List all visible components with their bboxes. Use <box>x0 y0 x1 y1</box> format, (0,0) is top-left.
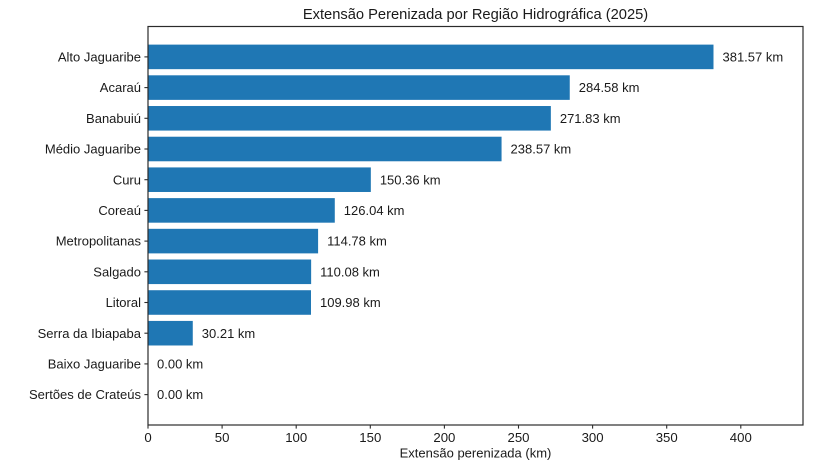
svg-text:Serra da Ibiapaba: Serra da Ibiapaba <box>38 326 142 341</box>
svg-text:Banabuiú: Banabuiú <box>86 111 141 126</box>
svg-text:109.98 km: 109.98 km <box>320 295 381 310</box>
svg-text:Extensão Perenizada por Região: Extensão Perenizada por Região Hidrográf… <box>303 7 648 23</box>
svg-text:114.78 km: 114.78 km <box>327 234 387 249</box>
svg-text:238.57 km: 238.57 km <box>511 142 572 157</box>
svg-text:Salgado: Salgado <box>93 264 141 279</box>
svg-text:Médio Jaguaribe: Médio Jaguaribe <box>45 142 141 157</box>
svg-text:126.04 km: 126.04 km <box>344 203 405 218</box>
svg-text:Acaraú: Acaraú <box>100 80 141 95</box>
svg-text:250: 250 <box>507 430 529 445</box>
svg-text:0: 0 <box>144 430 151 445</box>
svg-text:300: 300 <box>582 430 604 445</box>
svg-text:Alto Jaguaribe: Alto Jaguaribe <box>58 49 141 64</box>
svg-text:50: 50 <box>215 430 230 445</box>
svg-text:Metropolitanas: Metropolitanas <box>56 234 142 249</box>
svg-text:400: 400 <box>730 430 752 445</box>
svg-text:Coreaú: Coreaú <box>98 203 141 218</box>
svg-text:150.36 km: 150.36 km <box>380 172 441 187</box>
svg-text:Sertões de Crateús: Sertões de Crateús <box>29 387 142 402</box>
svg-text:0.00 km: 0.00 km <box>157 357 203 372</box>
svg-text:271.83 km: 271.83 km <box>560 111 621 126</box>
svg-text:350: 350 <box>656 430 678 445</box>
svg-text:381.57 km: 381.57 km <box>722 49 783 64</box>
svg-text:150: 150 <box>359 430 381 445</box>
svg-text:100: 100 <box>285 430 307 445</box>
svg-text:284.58 km: 284.58 km <box>579 80 640 95</box>
svg-text:30.21 km: 30.21 km <box>202 326 255 341</box>
svg-text:Curu: Curu <box>113 172 141 187</box>
svg-text:Baixo Jaguaribe: Baixo Jaguaribe <box>48 357 141 372</box>
svg-text:0.00 km: 0.00 km <box>157 387 203 402</box>
svg-text:Litoral: Litoral <box>106 295 142 310</box>
svg-text:110.08 km: 110.08 km <box>320 264 380 279</box>
svg-text:200: 200 <box>433 430 455 445</box>
svg-text:Extensão perenizada (km): Extensão perenizada (km) <box>400 446 552 461</box>
